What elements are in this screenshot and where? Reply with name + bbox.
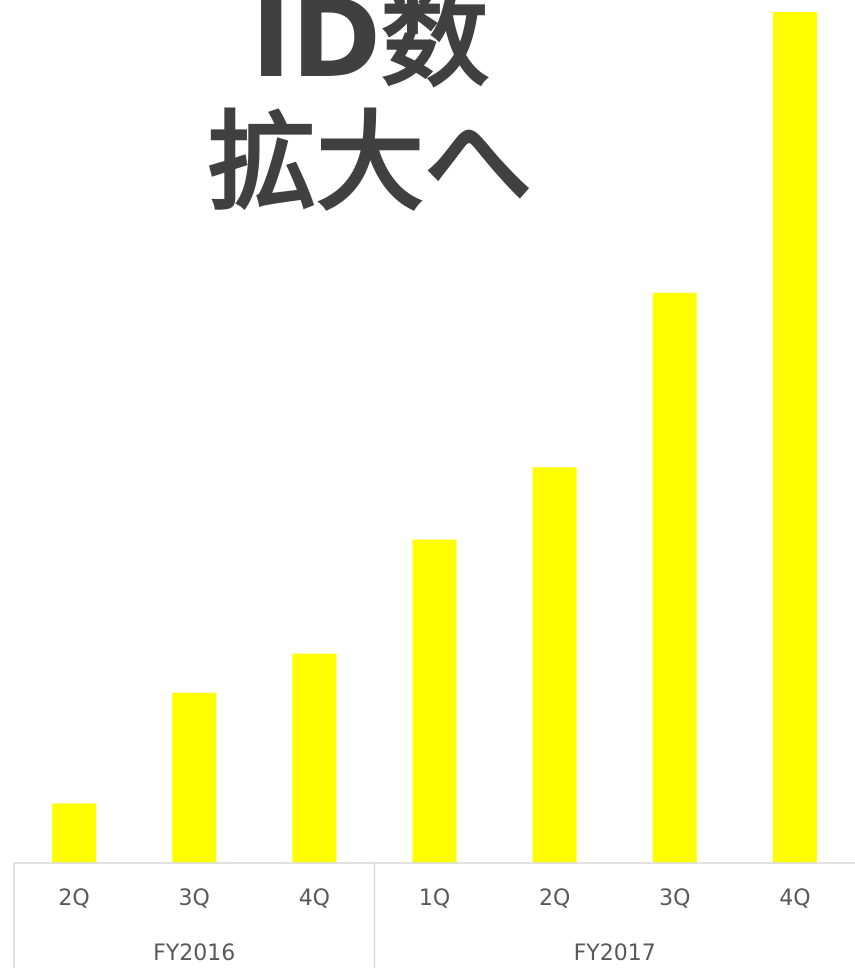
- bar-7: [772, 12, 817, 863]
- bars-layer: [52, 12, 817, 864]
- bar-2: [172, 692, 217, 863]
- tick-label-3: 4Q: [299, 886, 330, 911]
- headline-line-1: ID数: [251, 0, 489, 102]
- tick-label-6: 3Q: [659, 886, 690, 911]
- axis-layer: [13, 862, 855, 968]
- headline-line-2: 拡大へ: [207, 101, 532, 226]
- group-label-2: FY2017: [574, 941, 656, 966]
- tick-label-4: 1Q: [419, 886, 450, 911]
- bar-3: [292, 653, 337, 863]
- bar-5: [532, 467, 577, 863]
- bar-4: [412, 539, 457, 863]
- bar-1: [52, 803, 97, 863]
- tick-label-5: 2Q: [539, 886, 570, 911]
- tick-label-7: 4Q: [779, 886, 810, 911]
- tick-label-2: 3Q: [179, 886, 210, 911]
- group-label-1: FY2016: [153, 941, 235, 966]
- bar-6: [652, 292, 697, 864]
- labels-layer: 2Q 3Q 4Q 1Q 2Q 3Q 4Q FY2016 FY2017: [58, 886, 810, 966]
- tick-label-1: 2Q: [58, 886, 89, 911]
